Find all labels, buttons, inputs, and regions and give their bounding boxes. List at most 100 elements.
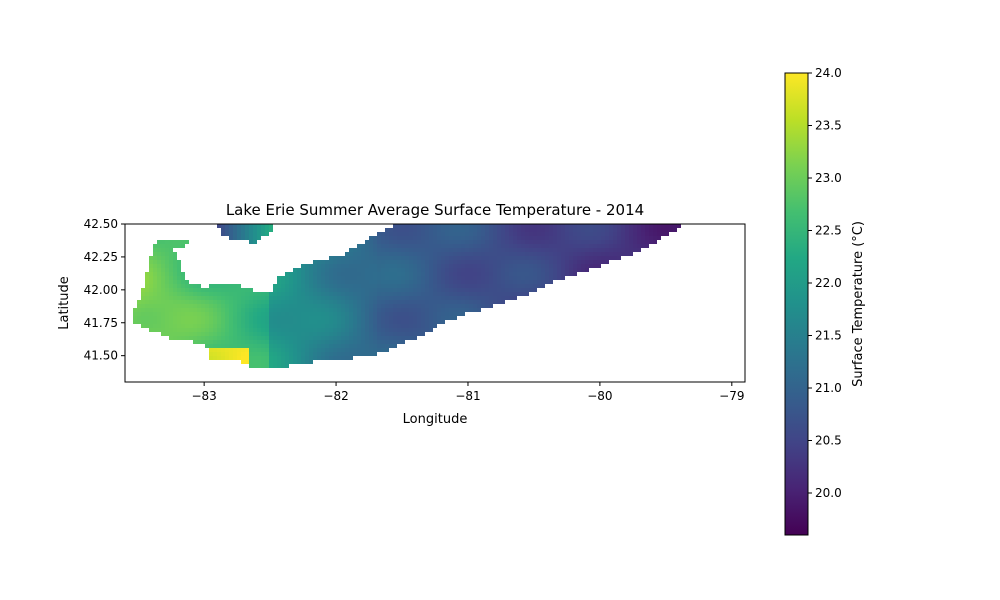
heatmap-cell xyxy=(561,252,565,256)
heatmap-cell xyxy=(381,344,385,348)
heatmap-cell xyxy=(333,300,337,304)
heatmap-cell xyxy=(329,332,333,336)
heatmap-cell xyxy=(429,236,433,240)
heatmap-cell xyxy=(517,232,521,236)
heatmap-cell xyxy=(265,336,269,340)
heatmap-cell xyxy=(445,244,449,248)
heatmap-cell xyxy=(413,236,417,240)
heatmap-cell xyxy=(405,296,409,300)
heatmap-cell xyxy=(377,280,381,284)
heatmap-cell xyxy=(533,260,537,264)
heatmap-cell xyxy=(245,352,249,356)
heatmap-cell xyxy=(357,264,361,268)
heatmap-cell xyxy=(153,312,157,316)
heatmap-cell xyxy=(309,296,313,300)
heatmap-cell xyxy=(329,268,333,272)
heatmap-cell xyxy=(433,316,437,320)
heatmap-cell xyxy=(353,280,357,284)
heatmap-cell xyxy=(449,264,453,268)
heatmap-cell xyxy=(221,344,225,348)
heatmap-cell xyxy=(169,300,173,304)
heatmap-cell xyxy=(513,284,517,288)
heatmap-cell xyxy=(433,268,437,272)
heatmap-cell xyxy=(353,308,357,312)
heatmap-cell xyxy=(293,356,297,360)
heatmap-cell xyxy=(577,240,581,244)
heatmap-cell xyxy=(401,240,405,244)
heatmap-cell xyxy=(245,224,249,228)
heatmap-cell xyxy=(569,244,573,248)
heatmap-cell xyxy=(521,248,525,252)
heatmap-cell xyxy=(289,312,293,316)
heatmap-cell xyxy=(621,236,625,240)
heatmap-cell xyxy=(169,328,173,332)
heatmap-cell xyxy=(461,312,465,316)
heatmap-cell xyxy=(177,276,181,280)
heatmap-cell xyxy=(597,228,601,232)
heatmap-cell xyxy=(149,280,153,284)
heatmap-cell xyxy=(489,232,493,236)
heatmap-cell xyxy=(277,320,281,324)
heatmap-cell xyxy=(353,260,357,264)
heatmap-cell xyxy=(417,240,421,244)
heatmap-cell xyxy=(185,320,189,324)
heatmap-cell xyxy=(277,340,281,344)
heatmap-cell xyxy=(389,320,393,324)
heatmap-cell xyxy=(309,320,313,324)
heatmap-cell xyxy=(501,264,505,268)
heatmap-cell xyxy=(473,296,477,300)
heatmap-cell xyxy=(337,284,341,288)
heatmap-cell xyxy=(277,316,281,320)
heatmap-cell xyxy=(269,308,273,312)
heatmap-cell xyxy=(461,252,465,256)
heatmap-cell xyxy=(529,244,533,248)
heatmap-cell xyxy=(397,236,401,240)
heatmap-cell xyxy=(365,316,369,320)
heatmap-cell xyxy=(433,324,437,328)
heatmap-cell xyxy=(489,256,493,260)
heatmap-cell xyxy=(293,296,297,300)
heatmap-cell xyxy=(337,336,341,340)
heatmap-cell xyxy=(225,224,229,228)
heatmap-cell xyxy=(149,304,153,308)
heatmap-cell xyxy=(397,320,401,324)
heatmap-cell xyxy=(273,352,277,356)
heatmap-cell xyxy=(421,232,425,236)
heatmap-cell xyxy=(465,264,469,268)
heatmap-cell xyxy=(545,244,549,248)
heatmap-cell xyxy=(477,264,481,268)
heatmap-cell xyxy=(449,316,453,320)
heatmap-cell xyxy=(433,244,437,248)
heatmap-cell xyxy=(425,312,429,316)
heatmap-cell xyxy=(201,300,205,304)
heatmap-cell xyxy=(269,228,273,232)
heatmap-cell xyxy=(361,348,365,352)
heatmap-cell xyxy=(625,228,629,232)
heatmap-cell xyxy=(385,268,389,272)
heatmap-cell xyxy=(205,344,209,348)
heatmap-cell xyxy=(357,280,361,284)
heatmap-cell xyxy=(397,296,401,300)
heatmap-cell xyxy=(389,308,393,312)
heatmap-cell xyxy=(613,256,617,260)
heatmap-cell xyxy=(169,304,173,308)
heatmap-cell xyxy=(149,268,153,272)
heatmap-cell xyxy=(173,276,177,280)
heatmap-cell xyxy=(173,244,177,248)
heatmap-cell xyxy=(165,260,169,264)
heatmap-cell xyxy=(269,320,273,324)
heatmap-cell xyxy=(461,292,465,296)
heatmap-cell xyxy=(381,260,385,264)
heatmap-cell xyxy=(593,232,597,236)
heatmap-cell xyxy=(421,284,425,288)
heatmap-cell xyxy=(353,256,357,260)
heatmap-cell xyxy=(417,316,421,320)
heatmap-cell xyxy=(369,308,373,312)
heatmap-cell xyxy=(377,304,381,308)
heatmap-cell xyxy=(257,228,261,232)
heatmap-cell xyxy=(157,316,161,320)
heatmap-cell xyxy=(145,276,149,280)
heatmap-cell xyxy=(277,276,281,280)
heatmap-cell xyxy=(421,228,425,232)
heatmap-cell xyxy=(449,248,453,252)
